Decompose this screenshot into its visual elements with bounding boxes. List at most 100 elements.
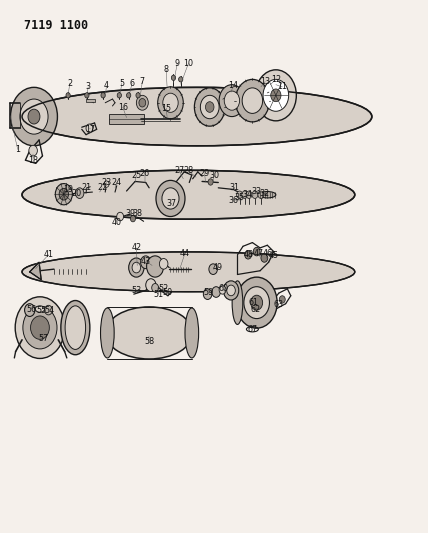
Circle shape (29, 146, 37, 156)
Text: 23: 23 (101, 178, 112, 187)
Circle shape (132, 262, 141, 273)
Circle shape (171, 75, 175, 80)
Circle shape (227, 285, 235, 296)
Text: 22: 22 (97, 183, 107, 192)
Text: 50: 50 (163, 287, 173, 296)
Text: 42: 42 (131, 244, 141, 253)
Text: 7: 7 (140, 77, 145, 86)
Circle shape (205, 102, 214, 112)
Text: 18: 18 (28, 156, 38, 165)
Circle shape (208, 179, 213, 185)
Text: 4: 4 (104, 81, 109, 90)
Text: 48: 48 (243, 251, 253, 260)
Text: 11: 11 (277, 82, 287, 91)
Circle shape (194, 88, 225, 126)
Circle shape (23, 306, 57, 349)
Polygon shape (30, 262, 41, 280)
Text: 19: 19 (63, 185, 73, 194)
Circle shape (244, 287, 270, 319)
Circle shape (117, 212, 124, 221)
Circle shape (237, 191, 243, 198)
Text: 56: 56 (27, 304, 36, 313)
Circle shape (127, 93, 131, 98)
Circle shape (159, 259, 168, 269)
Circle shape (242, 88, 263, 114)
Circle shape (101, 93, 105, 98)
Circle shape (246, 191, 252, 198)
Text: 2: 2 (67, 78, 72, 87)
Circle shape (256, 70, 296, 121)
Text: 46: 46 (262, 249, 272, 258)
Text: 15: 15 (161, 103, 171, 112)
Text: 44: 44 (180, 249, 190, 258)
Circle shape (59, 188, 68, 200)
Circle shape (235, 79, 270, 122)
Circle shape (141, 256, 151, 269)
Circle shape (158, 87, 183, 119)
Circle shape (15, 297, 65, 359)
Text: 63: 63 (274, 300, 284, 309)
Ellipse shape (185, 308, 199, 358)
Circle shape (137, 95, 148, 110)
Circle shape (131, 215, 136, 222)
Text: 47: 47 (254, 249, 264, 258)
Text: 54: 54 (45, 305, 55, 314)
Ellipse shape (22, 87, 372, 146)
Text: 26: 26 (140, 169, 150, 178)
Circle shape (129, 258, 144, 277)
Text: 53: 53 (131, 286, 141, 295)
Circle shape (117, 93, 122, 98)
Circle shape (263, 79, 288, 111)
Text: 10: 10 (184, 59, 193, 68)
Circle shape (147, 256, 163, 277)
Text: 67: 67 (247, 325, 258, 334)
Text: 61: 61 (248, 298, 258, 307)
Text: 59: 59 (204, 287, 214, 296)
Circle shape (258, 191, 264, 198)
Ellipse shape (35, 306, 45, 312)
Text: 45: 45 (269, 252, 279, 260)
Text: 52: 52 (158, 284, 169, 293)
Circle shape (30, 316, 49, 340)
Circle shape (20, 99, 48, 134)
Circle shape (11, 87, 57, 146)
Circle shape (245, 251, 252, 259)
Circle shape (200, 95, 219, 119)
Text: 1: 1 (15, 145, 20, 154)
Text: 9: 9 (175, 59, 180, 68)
Text: 57: 57 (38, 334, 48, 343)
Circle shape (223, 281, 239, 300)
Ellipse shape (105, 307, 193, 359)
Bar (86, 99, 95, 102)
Text: 29: 29 (199, 169, 210, 178)
Text: 62: 62 (251, 304, 261, 313)
Circle shape (85, 93, 89, 98)
Circle shape (45, 305, 52, 315)
Text: 41: 41 (44, 251, 54, 260)
Text: 24: 24 (112, 178, 122, 187)
Text: 8: 8 (164, 66, 169, 74)
Text: 35: 35 (235, 193, 245, 202)
Ellipse shape (101, 308, 114, 358)
Text: 34: 34 (242, 190, 252, 199)
Circle shape (219, 85, 245, 117)
Text: 43: 43 (141, 257, 151, 265)
Circle shape (242, 191, 248, 198)
Ellipse shape (232, 281, 243, 325)
Text: 36: 36 (228, 196, 238, 205)
Circle shape (261, 254, 268, 262)
Text: 37: 37 (166, 199, 176, 208)
Circle shape (136, 93, 140, 98)
Ellipse shape (259, 191, 276, 198)
Text: 5: 5 (119, 78, 125, 87)
Circle shape (162, 188, 179, 209)
Text: 60: 60 (218, 284, 229, 293)
Text: 6: 6 (130, 78, 134, 87)
Text: 25: 25 (131, 171, 142, 180)
Text: 27: 27 (174, 166, 184, 175)
Text: 39: 39 (126, 209, 136, 218)
Circle shape (139, 99, 146, 107)
Circle shape (279, 296, 285, 303)
Circle shape (209, 264, 217, 274)
Circle shape (236, 277, 277, 328)
